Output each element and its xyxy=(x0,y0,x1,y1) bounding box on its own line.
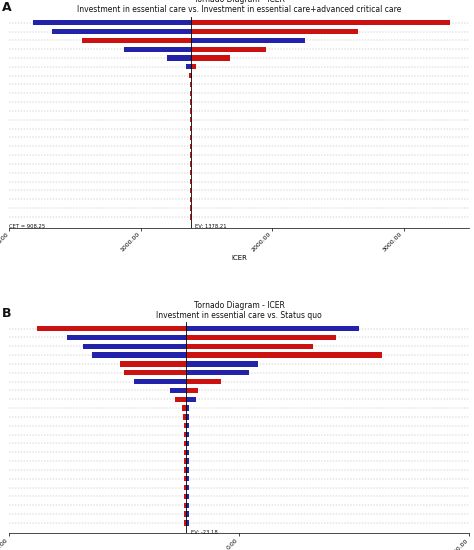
Bar xyxy=(184,494,186,499)
Bar xyxy=(186,512,189,516)
Bar xyxy=(191,73,192,78)
Bar xyxy=(184,423,186,428)
Bar xyxy=(186,397,196,402)
X-axis label: ICER: ICER xyxy=(231,255,247,261)
Bar xyxy=(190,73,191,78)
Bar xyxy=(186,388,198,393)
Bar xyxy=(186,494,189,499)
Bar xyxy=(184,485,186,490)
Bar xyxy=(134,379,186,384)
Title: Tornado Diagram - ICER
Investment in essential care vs. Investment in essential : Tornado Diagram - ICER Investment in ess… xyxy=(77,0,401,14)
Bar xyxy=(186,326,359,331)
Bar xyxy=(191,64,196,69)
Bar xyxy=(191,20,449,25)
Bar xyxy=(184,441,186,446)
Bar xyxy=(186,414,189,420)
Bar xyxy=(52,29,191,34)
Bar xyxy=(67,335,186,340)
Bar xyxy=(184,476,186,481)
Bar xyxy=(186,485,189,490)
Bar xyxy=(82,38,191,43)
Bar xyxy=(186,441,189,446)
Title: Tornado Diagram - ICER
Investment in essential care vs. Status quo: Tornado Diagram - ICER Investment in ess… xyxy=(156,301,322,320)
Bar xyxy=(183,414,186,420)
Text: CET = 908.25: CET = 908.25 xyxy=(9,224,46,229)
Bar xyxy=(186,459,189,464)
Bar xyxy=(37,326,186,331)
Bar xyxy=(186,476,189,481)
Bar xyxy=(186,361,258,367)
Bar xyxy=(186,344,313,349)
Text: EV: -23.18: EV: -23.18 xyxy=(191,530,218,535)
Bar xyxy=(175,397,186,402)
Bar xyxy=(170,388,186,393)
Bar xyxy=(120,361,186,367)
Bar xyxy=(184,503,186,508)
Text: B: B xyxy=(2,307,12,320)
Bar xyxy=(186,503,189,508)
Bar xyxy=(124,47,191,52)
Text: A: A xyxy=(2,1,12,14)
Bar xyxy=(184,432,186,437)
Bar xyxy=(191,47,265,52)
Bar xyxy=(186,379,221,384)
Bar xyxy=(184,512,186,516)
Bar xyxy=(182,405,186,411)
Bar xyxy=(190,82,191,87)
Bar xyxy=(83,344,186,349)
Bar xyxy=(186,423,189,428)
Bar xyxy=(186,353,382,358)
Bar xyxy=(33,20,191,25)
Bar xyxy=(124,370,186,376)
Bar xyxy=(186,468,189,472)
Bar xyxy=(167,56,191,60)
Bar xyxy=(185,64,191,69)
Bar xyxy=(186,335,336,340)
Bar xyxy=(186,449,189,455)
Bar xyxy=(92,353,186,358)
Bar xyxy=(184,468,186,472)
Text: EV: 1378.21: EV: 1378.21 xyxy=(195,224,227,229)
Bar xyxy=(191,29,357,34)
Bar xyxy=(186,432,189,437)
Bar xyxy=(184,449,186,455)
Bar xyxy=(186,520,189,526)
Bar xyxy=(184,459,186,464)
Bar xyxy=(186,405,189,411)
Bar xyxy=(184,520,186,526)
Bar xyxy=(186,370,248,376)
Bar xyxy=(191,38,305,43)
Bar xyxy=(191,56,230,60)
